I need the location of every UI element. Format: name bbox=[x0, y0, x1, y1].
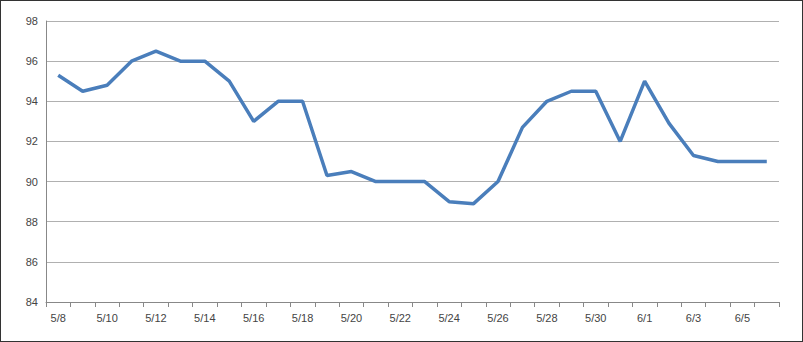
svg-text:98: 98 bbox=[26, 15, 38, 27]
svg-text:5/20: 5/20 bbox=[341, 312, 362, 324]
svg-text:86: 86 bbox=[26, 256, 38, 268]
svg-text:5/28: 5/28 bbox=[536, 312, 557, 324]
svg-text:5/8: 5/8 bbox=[51, 312, 66, 324]
svg-text:92: 92 bbox=[26, 135, 38, 147]
svg-text:94: 94 bbox=[26, 95, 38, 107]
svg-text:5/18: 5/18 bbox=[292, 312, 313, 324]
svg-text:5/26: 5/26 bbox=[487, 312, 508, 324]
svg-text:5/10: 5/10 bbox=[96, 312, 117, 324]
svg-text:5/14: 5/14 bbox=[194, 312, 215, 324]
svg-text:5/22: 5/22 bbox=[390, 312, 411, 324]
svg-text:88: 88 bbox=[26, 216, 38, 228]
svg-text:5/12: 5/12 bbox=[145, 312, 166, 324]
svg-text:6/1: 6/1 bbox=[637, 312, 652, 324]
svg-text:90: 90 bbox=[26, 176, 38, 188]
svg-text:5/16: 5/16 bbox=[243, 312, 264, 324]
svg-text:6/5: 6/5 bbox=[735, 312, 750, 324]
svg-text:96: 96 bbox=[26, 55, 38, 67]
svg-text:6/3: 6/3 bbox=[686, 312, 701, 324]
svg-text:5/30: 5/30 bbox=[585, 312, 606, 324]
svg-text:84: 84 bbox=[26, 296, 38, 308]
svg-text:5/24: 5/24 bbox=[438, 312, 459, 324]
